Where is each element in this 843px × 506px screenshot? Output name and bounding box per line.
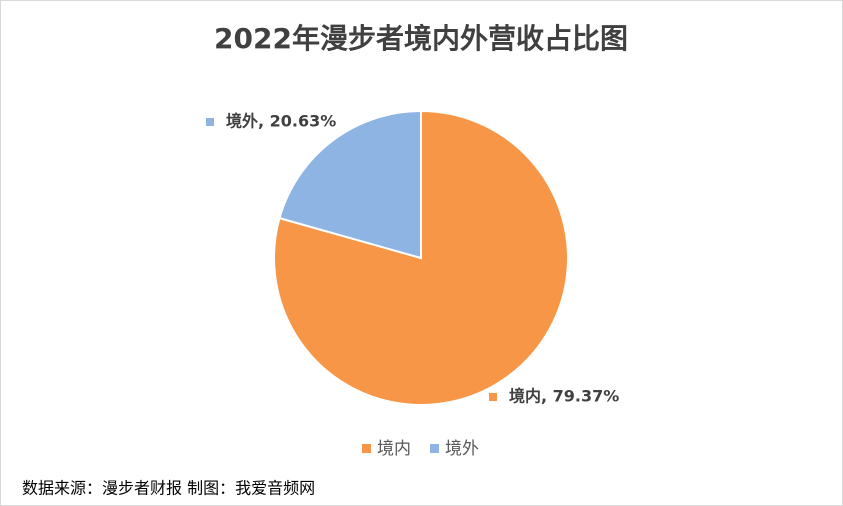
- label-key: [206, 118, 214, 126]
- chart-title: 2022年漫步者境内外营收占比图: [214, 22, 628, 55]
- legend-key: [362, 444, 371, 453]
- pie-slice: [278, 109, 422, 260]
- data-label: 境内, 79.37%: [509, 387, 619, 406]
- data-label: 境外, 20.63%: [226, 112, 336, 131]
- label-key: [489, 393, 497, 401]
- legend-label: 境外: [445, 439, 479, 459]
- legend-label: 境内: [377, 439, 411, 459]
- source-note: 数据来源：漫步者财报 制图：我爱音频网: [22, 479, 315, 498]
- legend-key: [430, 444, 439, 453]
